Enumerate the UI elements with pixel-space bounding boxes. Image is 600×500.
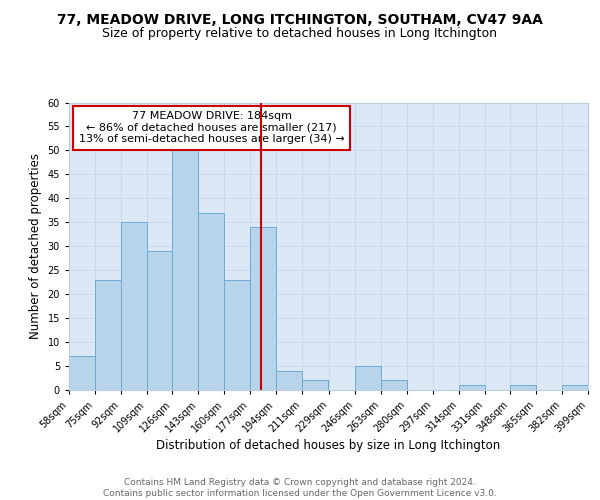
Bar bbox=[562, 385, 588, 390]
Text: Contains HM Land Registry data © Crown copyright and database right 2024.
Contai: Contains HM Land Registry data © Crown c… bbox=[103, 478, 497, 498]
X-axis label: Distribution of detached houses by size in Long Itchington: Distribution of detached houses by size … bbox=[157, 440, 500, 452]
Bar bbox=[199, 212, 224, 390]
Y-axis label: Number of detached properties: Number of detached properties bbox=[29, 153, 42, 340]
Bar bbox=[355, 366, 381, 390]
Bar bbox=[511, 385, 536, 390]
Bar bbox=[121, 222, 146, 390]
Bar bbox=[276, 371, 302, 390]
Bar bbox=[250, 227, 276, 390]
Text: 77, MEADOW DRIVE, LONG ITCHINGTON, SOUTHAM, CV47 9AA: 77, MEADOW DRIVE, LONG ITCHINGTON, SOUTH… bbox=[57, 12, 543, 26]
Bar bbox=[224, 280, 250, 390]
Text: 77 MEADOW DRIVE: 184sqm
← 86% of detached houses are smaller (217)
13% of semi-d: 77 MEADOW DRIVE: 184sqm ← 86% of detache… bbox=[79, 111, 344, 144]
Bar bbox=[146, 251, 172, 390]
Bar bbox=[458, 385, 485, 390]
Text: Size of property relative to detached houses in Long Itchington: Size of property relative to detached ho… bbox=[103, 28, 497, 40]
Bar bbox=[381, 380, 407, 390]
Bar bbox=[69, 356, 95, 390]
Bar bbox=[302, 380, 328, 390]
Bar bbox=[172, 150, 199, 390]
Bar bbox=[95, 280, 121, 390]
